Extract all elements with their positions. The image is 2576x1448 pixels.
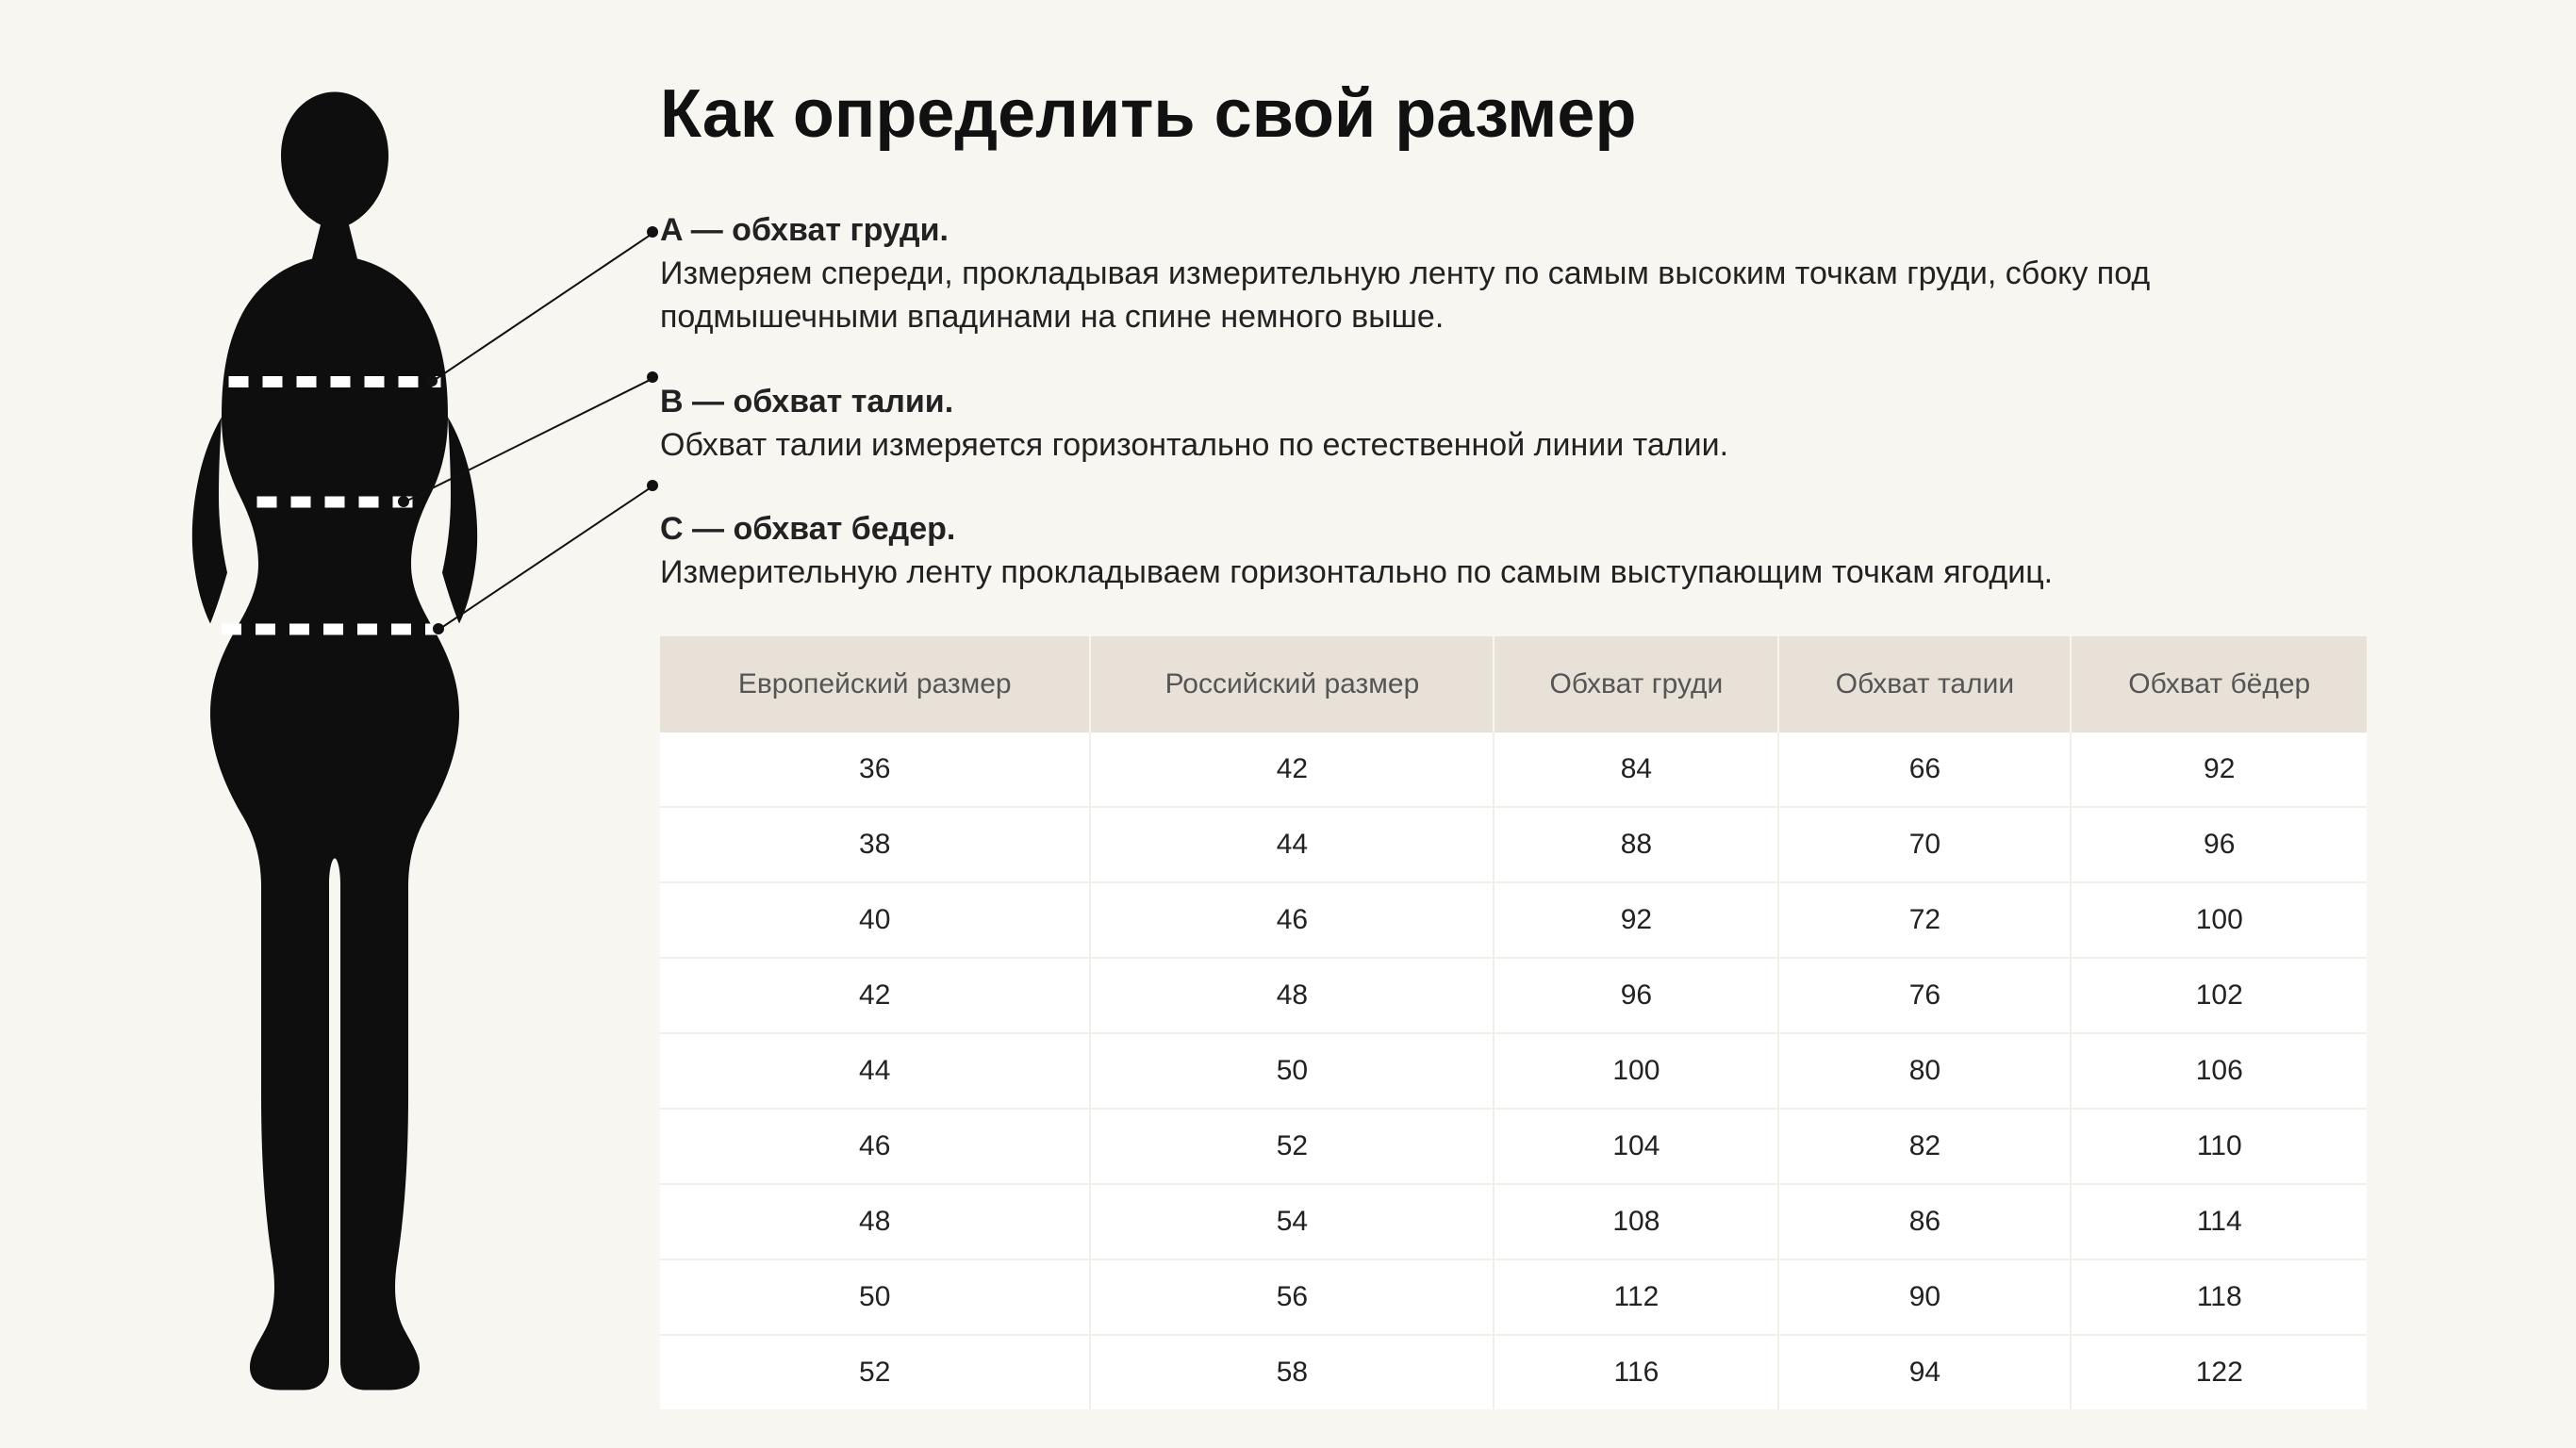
measure-c: C — обхват бедер. Измерительную ленту пр… — [660, 508, 2367, 595]
table-row: 42489676102 — [660, 959, 2367, 1034]
table-cell: 100 — [2072, 883, 2367, 959]
silhouette-svg — [123, 75, 547, 1395]
table-cell: 46 — [660, 1110, 1091, 1185]
table-column-header: Российский размер — [1091, 636, 1494, 732]
table-cell: 92 — [1494, 883, 1779, 959]
table-cell: 52 — [1091, 1110, 1494, 1185]
table-cell: 56 — [1091, 1260, 1494, 1336]
table-column-header: Обхват талии — [1779, 636, 2072, 732]
table-cell: 96 — [1494, 959, 1779, 1034]
table-cell: 58 — [1091, 1336, 1494, 1409]
figure-silhouette — [123, 75, 547, 1395]
table-column-header: Обхват груди — [1494, 636, 1779, 732]
table-cell: 52 — [660, 1336, 1091, 1409]
table-row: 3642846692 — [660, 732, 2367, 808]
measure-a: A — обхват груди. Измеряем спереди, прок… — [660, 209, 2367, 339]
table-cell: 40 — [660, 883, 1091, 959]
table-cell: 100 — [1494, 1034, 1779, 1110]
page-title: Как определить свой размер — [660, 75, 2367, 153]
size-table-body: 3642846692384488709640469272100424896761… — [660, 732, 2367, 1409]
table-cell: 108 — [1494, 1185, 1779, 1260]
table-cell: 90 — [1779, 1260, 2072, 1336]
table-cell: 110 — [2072, 1110, 2367, 1185]
size-table-head: Европейский размерРоссийский размерОбхва… — [660, 636, 2367, 732]
measure-a-label: A — обхват груди. — [660, 212, 949, 248]
table-cell: 48 — [1091, 959, 1494, 1034]
table-row: 465210482110 — [660, 1110, 2367, 1185]
table-cell: 66 — [1779, 732, 2072, 808]
measure-b-desc: Обхват талии измеряется горизонтально по… — [660, 427, 1728, 463]
table-cell: 94 — [1779, 1336, 2072, 1409]
table-cell: 102 — [2072, 959, 2367, 1034]
table-cell: 92 — [2072, 732, 2367, 808]
table-cell: 80 — [1779, 1034, 2072, 1110]
table-cell: 118 — [2072, 1260, 2367, 1336]
table-cell: 46 — [1091, 883, 1494, 959]
table-cell: 50 — [1091, 1034, 1494, 1110]
table-cell: 42 — [660, 959, 1091, 1034]
table-cell: 70 — [1779, 808, 2072, 883]
leader-dot — [426, 375, 438, 387]
table-cell: 104 — [1494, 1110, 1779, 1185]
table-cell: 96 — [2072, 808, 2367, 883]
measure-b: B — обхват талии. Обхват талии измеряетс… — [660, 381, 2367, 468]
size-table: Европейский размерРоссийский размерОбхва… — [660, 636, 2367, 1409]
table-header-row: Европейский размерРоссийский размерОбхва… — [660, 636, 2367, 732]
silhouette-path — [192, 92, 477, 1390]
table-cell: 114 — [2072, 1185, 2367, 1260]
table-row: 3844887096 — [660, 808, 2367, 883]
table-cell: 50 — [660, 1260, 1091, 1336]
table-column-header: Обхват бёдер — [2072, 636, 2367, 732]
table-cell: 44 — [660, 1034, 1091, 1110]
table-row: 505611290118 — [660, 1260, 2367, 1336]
table-cell: 54 — [1091, 1185, 1494, 1260]
leader-dot — [398, 496, 409, 507]
table-row: 40469272100 — [660, 883, 2367, 959]
content-area: Как определить свой размер A — обхват гр… — [660, 75, 2367, 1409]
leader-dot — [433, 623, 444, 634]
table-row: 485410886114 — [660, 1185, 2367, 1260]
table-cell: 72 — [1779, 883, 2072, 959]
leader-dot — [647, 226, 658, 238]
table-cell: 88 — [1494, 808, 1779, 883]
table-column-header: Европейский размер — [660, 636, 1091, 732]
table-cell: 106 — [2072, 1034, 2367, 1110]
table-cell: 112 — [1494, 1260, 1779, 1336]
table-cell: 42 — [1091, 732, 1494, 808]
table-cell: 44 — [1091, 808, 1494, 883]
table-row: 525811694122 — [660, 1336, 2367, 1409]
table-cell: 76 — [1779, 959, 2072, 1034]
measure-c-label: C — обхват бедер. — [660, 511, 955, 547]
table-cell: 36 — [660, 732, 1091, 808]
leader-dot — [647, 480, 658, 491]
table-cell: 48 — [660, 1185, 1091, 1260]
measure-a-desc: Измеряем спереди, прокладывая измеритель… — [660, 255, 2150, 335]
measure-b-label: B — обхват талии. — [660, 384, 953, 420]
table-cell: 122 — [2072, 1336, 2367, 1409]
table-cell: 38 — [660, 808, 1091, 883]
table-cell: 86 — [1779, 1185, 2072, 1260]
table-cell: 84 — [1494, 732, 1779, 808]
table-cell: 82 — [1779, 1110, 2072, 1185]
leader-dot — [647, 371, 658, 383]
table-row: 445010080106 — [660, 1034, 2367, 1110]
table-cell: 116 — [1494, 1336, 1779, 1409]
measure-c-desc: Измерительную ленту прокладываем горизон… — [660, 554, 2053, 590]
